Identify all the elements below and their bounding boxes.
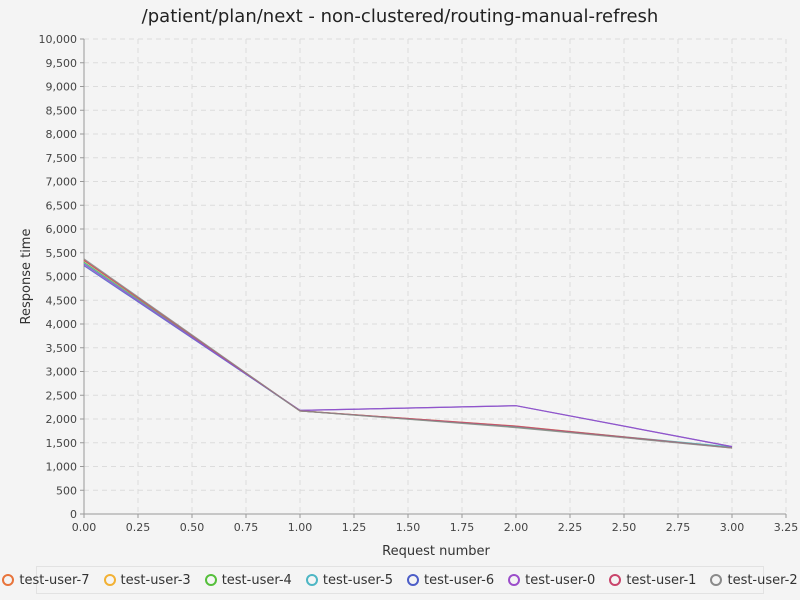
y-tick-label: 3,000: [46, 366, 78, 379]
y-tick-label: 6,500: [46, 199, 78, 212]
y-tick-label: 0: [70, 508, 77, 521]
legend-label: test-user-4: [221, 572, 292, 588]
y-tick-label: 1,500: [46, 437, 78, 450]
x-axis-label: Request number: [382, 544, 490, 559]
legend-item-test-user-2[interactable]: test-user-2: [710, 572, 798, 588]
legend-label: test-user-6: [424, 572, 495, 588]
legend-label: test-user-5: [322, 572, 393, 588]
y-tick-label: 8,000: [46, 128, 78, 141]
y-tick-label: 10,000: [39, 33, 78, 46]
legend-swatch: [103, 574, 116, 586]
y-tick-label: 9,000: [46, 81, 78, 94]
legend: test-user-7 test-user-3 test-user-4 test-us…: [2, 566, 798, 594]
legend-swatch: [204, 574, 217, 586]
y-tick-label: 7,500: [46, 152, 78, 165]
legend-label: test-user-1: [626, 572, 697, 588]
y-axis-label: Response time: [19, 229, 34, 325]
x-tick-label: 2.75: [666, 521, 691, 534]
legend-swatch: [407, 574, 419, 586]
y-tick-label: 9,500: [46, 57, 78, 70]
y-tick-label: 500: [56, 484, 77, 497]
legend-swatch: [2, 574, 15, 586]
y-tick-label: 1,000: [46, 461, 78, 474]
series-line-test-user-1: [83, 259, 733, 449]
x-tick-label: 3.00: [720, 521, 745, 534]
legend-item-test-user-3[interactable]: test-user-3: [103, 572, 191, 588]
x-tick-label: 0.50: [180, 521, 205, 534]
legend-label: test-user-0: [525, 572, 596, 588]
y-tick-label: 4,000: [46, 318, 78, 331]
x-tick-label: 0.75: [234, 521, 259, 534]
legend-item-test-user-1[interactable]: test-user-1: [609, 573, 696, 588]
legend-swatch: [609, 574, 622, 586]
x-tick-label: 2.25: [558, 521, 583, 534]
legend-item-test-user-4[interactable]: test-user-4: [204, 572, 292, 588]
y-tick-label: 3,500: [46, 342, 78, 355]
y-tick-label: 2,500: [46, 389, 78, 402]
legend-item-test-user-0[interactable]: test-user-0: [508, 573, 595, 588]
series-line-test-user-2: [83, 258, 733, 449]
legend-swatch: [305, 574, 318, 586]
x-tick-label: 0.25: [126, 521, 151, 534]
x-tick-label: 1.75: [450, 521, 475, 534]
legend-label: test-user-3: [120, 572, 191, 588]
x-tick-label: 1.25: [342, 521, 367, 534]
x-tick-label: 3.25: [774, 521, 799, 534]
legend-item-test-user-6[interactable]: test-user-6: [407, 573, 494, 588]
x-tick-label: 1.00: [288, 521, 313, 534]
y-tick-label: 4,500: [46, 294, 78, 307]
y-tick-label: 5,000: [46, 271, 78, 284]
legend-swatch: [710, 574, 723, 586]
legend-label: test-user-2: [727, 572, 798, 588]
x-tick-label: 2.50: [612, 521, 637, 534]
series-line-test-user-0: [83, 263, 733, 448]
x-tick-label: 1.50: [396, 521, 421, 534]
y-tick-label: 8,500: [46, 104, 78, 117]
y-tick-label: 5,500: [46, 247, 78, 260]
x-tick-label: 2.00: [504, 521, 529, 534]
chart-title: /patient/plan/next - non-clustered/routi…: [141, 6, 659, 27]
legend-swatch: [508, 574, 521, 586]
y-tick-label: 2,000: [46, 413, 78, 426]
x-tick-label: 0.00: [72, 521, 97, 534]
legend-item-test-user-5[interactable]: test-user-5: [305, 572, 393, 588]
legend-item-test-user-7[interactable]: test-user-7: [2, 572, 90, 588]
legend-label: test-user-7: [19, 572, 90, 588]
y-tick-label: 7,000: [46, 176, 78, 189]
y-tick-label: 6,000: [46, 223, 78, 236]
